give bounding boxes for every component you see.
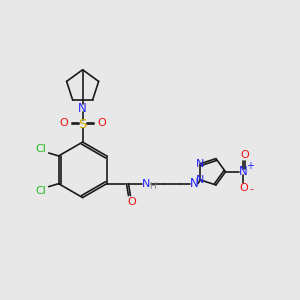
- Text: N: N: [142, 179, 151, 189]
- Text: Cl: Cl: [35, 186, 46, 196]
- Text: H: H: [149, 182, 156, 191]
- Text: Cl: Cl: [35, 144, 46, 154]
- Text: N: N: [78, 102, 87, 115]
- Text: +: +: [246, 161, 254, 171]
- Text: O: O: [127, 196, 136, 206]
- Text: O: O: [97, 118, 106, 128]
- Text: O: O: [239, 183, 248, 193]
- Text: O: O: [240, 150, 249, 160]
- Text: O: O: [59, 118, 68, 128]
- Text: -: -: [249, 184, 253, 194]
- Text: S: S: [78, 118, 87, 131]
- Text: N: N: [239, 165, 248, 178]
- Text: N: N: [196, 175, 205, 185]
- Text: N: N: [196, 159, 205, 169]
- Text: N: N: [190, 177, 198, 190]
